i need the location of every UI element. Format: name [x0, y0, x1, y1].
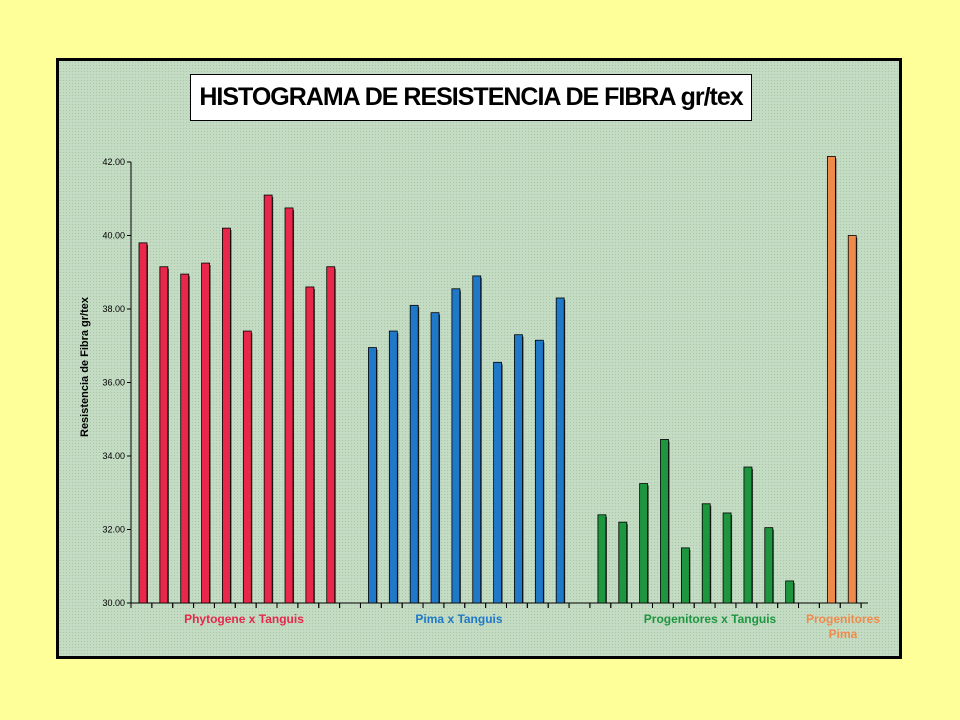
bar [743, 466, 753, 604]
group-label: Pima x Tanguis [415, 612, 502, 626]
bar [493, 361, 503, 604]
bar [826, 156, 836, 604]
y-tick-label: 40.00 [102, 231, 125, 241]
group-label: Progenitores [806, 612, 880, 626]
bar [430, 312, 440, 604]
y-tick-label: 38.00 [102, 304, 125, 314]
y-tick-label: 30.00 [102, 598, 125, 608]
bar [368, 347, 377, 604]
chart-title-box: HISTOGRAMA DE RESISTENCIA DE FIBRA gr/te… [190, 74, 752, 121]
bar [159, 266, 169, 604]
bar [451, 288, 461, 604]
y-axis-label: Resistencia de Fibra gr/tex [79, 296, 91, 437]
y-tick-label: 42.00 [102, 157, 125, 167]
bar [660, 439, 669, 604]
bar [597, 514, 607, 604]
bar [388, 330, 398, 604]
bar [555, 297, 565, 604]
bar [180, 273, 190, 604]
chart-title: HISTOGRAMA DE RESISTENCIA DE FIBRA gr/te… [199, 83, 743, 111]
bar [514, 334, 523, 604]
bar [701, 503, 711, 604]
bar [222, 227, 231, 604]
y-tick-label: 36.00 [102, 378, 125, 388]
bar [534, 339, 544, 604]
bar [618, 521, 628, 604]
y-tick-label: 32.00 [102, 525, 125, 535]
bar [138, 242, 148, 604]
bar [680, 547, 690, 604]
bar [785, 580, 795, 604]
group-label: Phytogene x Tanguis [184, 612, 304, 626]
bar [326, 266, 336, 604]
bar [764, 527, 774, 604]
bar [847, 235, 857, 604]
bar [242, 330, 252, 604]
group-label: Pima [829, 627, 858, 641]
bar [409, 304, 419, 604]
group-label: Progenitores x Tanguis [644, 612, 777, 626]
bar [263, 194, 273, 604]
bar [472, 275, 482, 604]
bar [639, 483, 649, 604]
bar [284, 207, 294, 604]
bar [722, 512, 732, 604]
bar [305, 286, 315, 604]
y-tick-label: 34.00 [102, 451, 125, 461]
bar [201, 262, 210, 604]
